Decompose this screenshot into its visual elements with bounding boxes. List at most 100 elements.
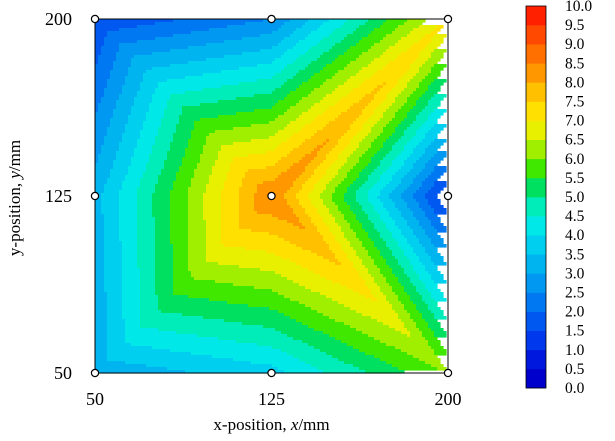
contour-cell — [128, 73, 144, 77]
contour-cell — [305, 166, 318, 170]
contour-cell — [404, 130, 417, 134]
contour-cell — [305, 361, 345, 365]
contour-cell — [101, 211, 120, 215]
contour-cell — [275, 271, 315, 275]
contour-cell — [278, 292, 321, 296]
contour-cell — [344, 82, 363, 86]
contour-cell — [371, 127, 384, 131]
contour-cell — [326, 184, 339, 188]
contour-cell — [386, 154, 399, 158]
contour-cell — [188, 220, 207, 224]
contour-cell — [143, 76, 186, 80]
contour-cell — [188, 241, 207, 245]
contour-cell — [431, 40, 444, 44]
contour-cell — [422, 37, 432, 41]
contour-cell — [332, 280, 366, 284]
contour-cell — [428, 289, 441, 293]
contour-cell — [155, 37, 243, 41]
contour-cell — [173, 187, 189, 191]
contour-cell — [272, 106, 291, 110]
contour-cell — [152, 193, 171, 197]
contour-cell — [95, 187, 105, 191]
contour-cell — [359, 349, 402, 353]
contour-cell — [350, 226, 363, 230]
contour-cell — [317, 115, 339, 119]
contour-cell — [437, 367, 447, 371]
contour-cell — [353, 103, 369, 107]
contour-cell — [116, 154, 135, 158]
colorbar-band — [526, 44, 546, 64]
contour-cell — [347, 175, 360, 179]
contour-cell — [284, 22, 306, 26]
contour-cell — [299, 283, 342, 287]
contour-cell — [404, 325, 417, 329]
contour-cell — [206, 58, 276, 62]
contour-cell — [347, 64, 369, 68]
contour-cell — [386, 241, 399, 245]
contour-cell — [293, 61, 312, 65]
colorbar-band — [526, 177, 546, 198]
contour-cell — [425, 232, 438, 236]
contour-cell — [353, 31, 372, 35]
contour-cell — [380, 190, 393, 194]
contour-cell — [110, 124, 126, 128]
contour-cell — [425, 301, 438, 305]
contour-cell — [374, 58, 396, 62]
contour-cell — [188, 238, 207, 242]
contour-cell — [407, 82, 420, 86]
contour-cell — [368, 133, 381, 137]
contour-cell — [422, 181, 435, 185]
contour-cell — [314, 205, 327, 209]
contour-cell — [95, 247, 105, 251]
measurement-point — [267, 191, 276, 201]
contour-cell — [362, 169, 375, 173]
colorbar-frame — [525, 5, 547, 389]
contour-cell — [281, 25, 303, 29]
contour-cell — [119, 211, 138, 215]
contour-cell — [299, 226, 306, 230]
contour-cell — [224, 181, 243, 185]
contour-cell — [95, 340, 108, 344]
contour-cell — [104, 40, 138, 44]
contour-cell — [233, 160, 279, 164]
contour-cell — [335, 160, 348, 164]
contour-cell — [95, 58, 99, 62]
contour-cell — [320, 292, 360, 296]
contour-cell — [200, 154, 219, 158]
contour-cell — [428, 100, 441, 104]
contour-cell — [95, 295, 108, 299]
contour-cell — [356, 199, 369, 203]
contour-cell — [137, 199, 153, 203]
contour-cell — [137, 40, 225, 44]
contour-cell — [431, 223, 444, 227]
contour-cell — [374, 112, 384, 116]
contour-cell — [95, 265, 105, 269]
contour-cell — [413, 43, 429, 47]
contour-cell — [428, 199, 441, 203]
contour-cell — [395, 43, 414, 47]
contour-cell — [173, 283, 234, 287]
contour-cell — [362, 82, 384, 86]
contour-cell — [386, 244, 399, 248]
contour-cell — [380, 55, 399, 59]
contour-cell — [95, 268, 105, 272]
contour-cell — [107, 337, 126, 341]
contour-cell — [233, 142, 282, 146]
contour-cell — [341, 136, 354, 140]
contour-cell — [401, 52, 420, 56]
contour-cell — [395, 346, 432, 350]
contour-cell — [95, 76, 111, 80]
contour-cell — [134, 148, 153, 152]
contour-cell — [188, 187, 207, 191]
contour-cell — [173, 259, 189, 263]
contour-cell — [107, 307, 123, 311]
contour-cell — [350, 307, 393, 311]
contour-cell — [332, 163, 345, 167]
contour-cell — [428, 343, 441, 347]
contour-cell — [251, 229, 318, 233]
contour-cell — [407, 274, 420, 278]
contour-cell — [206, 235, 222, 239]
contour-cell — [137, 187, 156, 191]
contour-cell — [389, 265, 402, 269]
contour-cell — [362, 37, 384, 41]
